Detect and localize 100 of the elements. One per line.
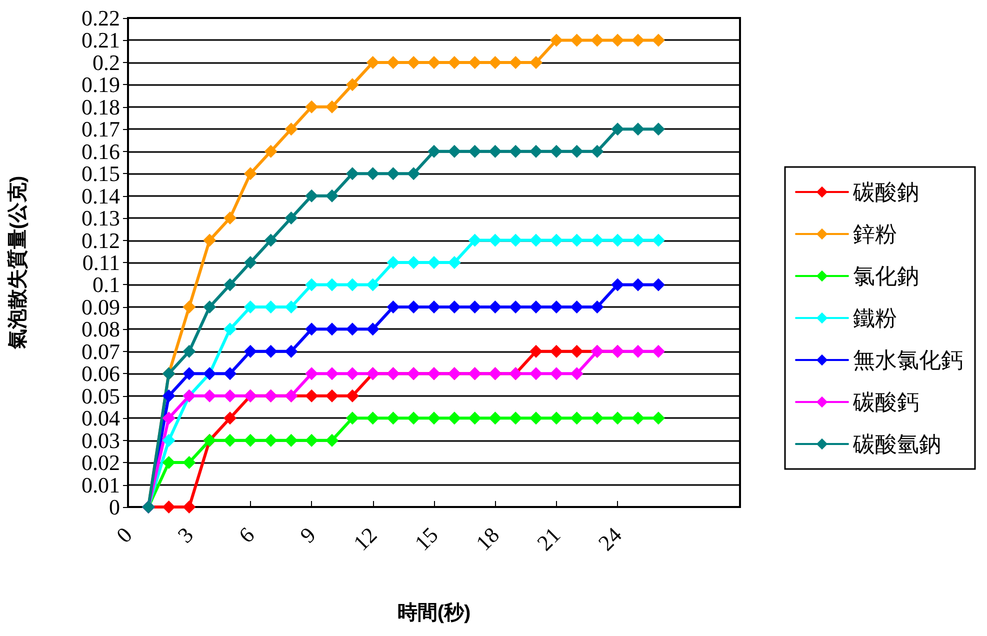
x-tick-label: 24 — [593, 522, 626, 556]
point — [570, 412, 584, 425]
point — [530, 367, 542, 380]
point — [488, 144, 502, 158]
point — [182, 456, 196, 470]
point — [326, 278, 338, 292]
y-tick-label: 0.22 — [82, 6, 120, 30]
point — [550, 412, 563, 425]
point — [652, 122, 665, 136]
y-axis-title: 氣泡散失質量(公克) — [6, 176, 29, 350]
point — [346, 322, 359, 336]
point — [448, 412, 461, 425]
point — [162, 434, 176, 447]
point — [611, 412, 624, 425]
point — [488, 412, 502, 425]
x-tick-label: 18 — [470, 522, 504, 556]
point — [366, 412, 380, 425]
point — [550, 234, 563, 247]
y-tick-label: 0.11 — [82, 250, 120, 275]
point — [346, 412, 359, 425]
point — [346, 389, 359, 402]
point — [652, 412, 665, 425]
point — [244, 434, 257, 447]
point — [203, 234, 216, 247]
point — [284, 122, 298, 136]
point — [652, 344, 665, 358]
point — [509, 234, 522, 247]
point — [570, 144, 584, 158]
point — [570, 367, 584, 380]
point — [386, 256, 400, 269]
legend-label: 無水氯化鈣 — [853, 348, 963, 372]
point — [550, 367, 563, 380]
point — [326, 434, 338, 447]
point — [386, 56, 400, 69]
point — [326, 100, 338, 114]
point — [428, 56, 440, 69]
point — [468, 56, 482, 69]
point — [244, 256, 257, 269]
point — [407, 412, 420, 425]
point — [182, 500, 196, 514]
point — [407, 256, 420, 269]
point — [509, 412, 522, 425]
point — [224, 278, 236, 292]
point — [366, 56, 380, 69]
point — [326, 322, 338, 336]
point — [448, 144, 461, 158]
point — [448, 300, 461, 314]
point — [590, 144, 604, 158]
point — [244, 300, 257, 314]
legend-label: 碳酸氫鈉 — [852, 432, 941, 456]
point — [570, 344, 584, 358]
point — [305, 278, 318, 292]
point — [530, 300, 542, 314]
point — [346, 167, 359, 180]
point — [366, 167, 380, 180]
point — [162, 412, 176, 425]
point — [428, 412, 440, 425]
point — [162, 389, 176, 402]
point — [264, 434, 278, 447]
point — [570, 234, 584, 247]
point — [550, 300, 563, 314]
point — [264, 144, 278, 158]
point — [448, 256, 461, 269]
point — [530, 56, 542, 69]
point — [488, 300, 502, 314]
point — [386, 300, 400, 314]
point — [264, 300, 278, 314]
point — [611, 278, 624, 292]
x-tick-label: 0 — [111, 522, 137, 548]
point — [162, 456, 176, 470]
point — [632, 278, 644, 292]
point — [203, 300, 216, 314]
point — [468, 300, 482, 314]
point — [652, 34, 665, 47]
point — [590, 300, 604, 314]
point — [530, 234, 542, 247]
legend-label: 鐵粉 — [853, 306, 897, 330]
point — [224, 367, 236, 380]
point — [386, 167, 400, 180]
point — [224, 212, 236, 225]
point — [632, 412, 644, 425]
legend-label: 鋅粉 — [853, 222, 897, 246]
point — [346, 278, 359, 292]
point — [326, 367, 338, 380]
point — [428, 144, 440, 158]
point — [590, 412, 604, 425]
point — [488, 56, 502, 69]
point — [407, 300, 420, 314]
point — [182, 367, 196, 380]
point — [468, 234, 482, 247]
point — [346, 78, 359, 92]
point — [632, 234, 644, 247]
point — [428, 300, 440, 314]
point — [407, 56, 420, 69]
point — [264, 234, 278, 247]
point — [305, 367, 318, 380]
point — [305, 434, 318, 447]
point — [652, 234, 665, 247]
point — [305, 100, 318, 114]
legend-label: 氯化鈉 — [853, 264, 919, 288]
